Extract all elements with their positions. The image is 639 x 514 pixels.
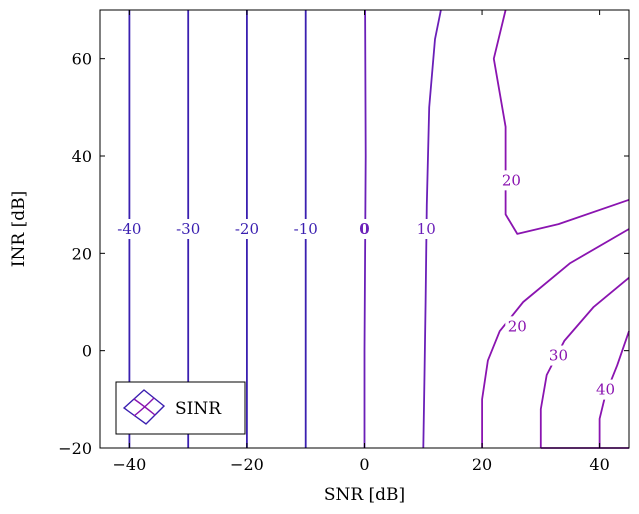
- contour-line-20-7: [481, 228, 630, 448]
- contour-label-7: 20: [508, 317, 527, 335]
- y-tick-label: 60: [72, 50, 92, 69]
- contour-label-bg: [546, 345, 571, 366]
- contour-label-6: 20: [502, 171, 521, 189]
- x-tick-label: 0: [359, 455, 369, 474]
- contour-legend-icon: [122, 389, 166, 425]
- contour-label-bg: [230, 219, 264, 239]
- contour-label-bg: [171, 219, 205, 239]
- contour-labels: -40 -30 -20 -10 0 10 20 20 30 40: [112, 170, 618, 400]
- legend-icon-stroke: [122, 389, 166, 425]
- contour-line-20-6: [492, 9, 630, 235]
- x-tick-label: 40: [589, 455, 609, 474]
- y-tick-label: 40: [72, 147, 92, 166]
- x-axis-label: SNR [dB]: [324, 485, 405, 505]
- contour-label-bg: [414, 219, 439, 239]
- y-axis-label: INR [dB]: [9, 191, 29, 267]
- y-tick-label: −20: [58, 439, 92, 458]
- contour-line-0-4: [363, 9, 367, 448]
- contour-line-10-5: [422, 9, 442, 449]
- x-tick-label: −20: [230, 455, 264, 474]
- contour-label-bg: [357, 219, 372, 239]
- contour-label-1: -30: [176, 220, 200, 238]
- legend-box: [115, 381, 246, 435]
- contour-label-5: 10: [417, 220, 436, 238]
- contour-label-4: 0: [359, 220, 369, 238]
- legend-icon-stroke: [133, 397, 155, 417]
- contour-label-3: -10: [294, 220, 318, 238]
- y-tick-label: 0: [82, 342, 92, 361]
- contour-label-bg: [289, 219, 323, 239]
- contour-label-bg: [593, 379, 618, 400]
- y-axis-ticks: −20 0 20 40 60: [58, 50, 629, 458]
- legend-entry-sinr: SINR: [175, 399, 222, 419]
- contour-label-bg: [112, 219, 146, 239]
- contour-label-0: -40: [117, 220, 141, 238]
- contour-label-2: -20: [235, 220, 259, 238]
- contour-label-bg: [499, 170, 524, 191]
- contour-label-bg: [505, 316, 530, 337]
- x-tick-label: 20: [472, 455, 492, 474]
- x-axis-ticks: −40 −20 0 20 40: [113, 10, 610, 474]
- legend: SINR: [115, 381, 246, 435]
- x-tick-label: −40: [113, 455, 147, 474]
- y-tick-label: 20: [72, 244, 92, 263]
- contour-label-9: 40: [596, 381, 615, 399]
- contour-label-8: 30: [549, 347, 568, 365]
